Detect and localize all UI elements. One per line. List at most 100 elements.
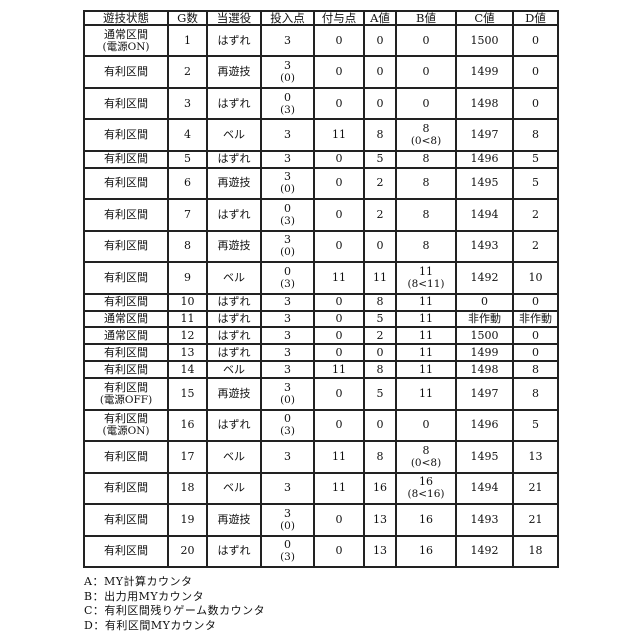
cell-bet_note: (3) xyxy=(262,278,313,290)
cell-pay: 0 xyxy=(314,504,364,535)
legend-b: B：出力用MYカウンタ xyxy=(84,590,265,605)
header-a: A値 xyxy=(364,11,396,25)
cell-bet-value: 0 xyxy=(284,91,291,104)
cell-role-value: 再遊技 xyxy=(218,239,251,252)
cell-b-value: 8 xyxy=(423,176,430,189)
cell-pay-value: 0 xyxy=(336,176,343,189)
cell-d: 0 xyxy=(513,56,558,87)
cell-bet: 0(3) xyxy=(261,262,314,293)
cell-g: 13 xyxy=(168,344,207,361)
cell-pay-value: 0 xyxy=(336,295,343,308)
cell-state: 有利区間 xyxy=(84,441,168,472)
cell-bet-value: 3 xyxy=(284,481,291,494)
cell-pay: 0 xyxy=(314,168,364,199)
cell-d-value: 5 xyxy=(532,176,539,189)
cell-role: 再遊技 xyxy=(207,231,261,262)
cell-b: 8 xyxy=(396,231,456,262)
cell-role: はずれ xyxy=(207,311,261,328)
cell-role-value: はずれ xyxy=(218,295,251,308)
cell-state-value: 有利区間 xyxy=(104,346,148,359)
cell-g-value: 10 xyxy=(181,295,195,308)
cell-bet-value: 3 xyxy=(284,329,291,342)
cell-g: 15 xyxy=(168,378,207,409)
cell-b-value: 16 xyxy=(419,544,433,557)
cell-state_note: (電源ON) xyxy=(85,425,167,437)
cell-d-value: 0 xyxy=(532,97,539,110)
cell-a: 13 xyxy=(364,536,396,567)
cell-g-value: 17 xyxy=(181,450,195,463)
header-d: D値 xyxy=(513,11,558,25)
cell-d-value: 8 xyxy=(532,128,539,141)
cell-d: 0 xyxy=(513,88,558,119)
cell-g: 17 xyxy=(168,441,207,472)
cell-role-value: ベル xyxy=(223,128,245,141)
cell-c: 1497 xyxy=(456,119,513,150)
cell-d: 2 xyxy=(513,199,558,230)
cell-g-value: 18 xyxy=(181,481,195,494)
cell-a-value: 2 xyxy=(377,176,384,189)
cell-a-value: 0 xyxy=(377,239,384,252)
cell-b-value: 11 xyxy=(419,387,433,400)
header-b: B値 xyxy=(396,11,456,25)
cell-role: 再遊技 xyxy=(207,378,261,409)
cell-role-value: 再遊技 xyxy=(218,387,251,400)
cell-c-value: 1495 xyxy=(471,176,499,189)
cell-b: 16 xyxy=(396,504,456,535)
table-row: 有利区間19再遊技3(0)01316149321 xyxy=(84,504,558,535)
cell-bet: 3 xyxy=(261,151,314,168)
cell-role-value: はずれ xyxy=(218,34,251,47)
cell-bet-value: 3 xyxy=(284,450,291,463)
cell-b: 11 xyxy=(396,294,456,311)
cell-pay: 0 xyxy=(314,88,364,119)
cell-bet: 3(0) xyxy=(261,56,314,87)
cell-role-value: はずれ xyxy=(218,329,251,342)
cell-role: はずれ xyxy=(207,344,261,361)
cell-pay: 0 xyxy=(314,378,364,409)
cell-g-value: 9 xyxy=(184,271,191,284)
cell-bet: 3(0) xyxy=(261,504,314,535)
cell-bet-value: 3 xyxy=(284,363,291,376)
cell-b: 11 xyxy=(396,327,456,344)
cell-b: 11 xyxy=(396,344,456,361)
cell-bet: 0(3) xyxy=(261,536,314,567)
cell-d: 2 xyxy=(513,231,558,262)
cell-state-value: 有利区間 xyxy=(104,450,148,463)
cell-bet-value: 3 xyxy=(284,233,291,246)
cell-role: はずれ xyxy=(207,88,261,119)
cell-pay-value: 11 xyxy=(332,363,346,376)
cell-pay: 11 xyxy=(314,119,364,150)
cell-c-value: 1494 xyxy=(471,208,499,221)
cell-pay: 0 xyxy=(314,536,364,567)
cell-bet: 0(3) xyxy=(261,199,314,230)
cell-a: 0 xyxy=(364,344,396,361)
cell-c: 1495 xyxy=(456,441,513,472)
cell-bet-value: 0 xyxy=(284,412,291,425)
cell-b: 16(8<16) xyxy=(396,473,456,504)
cell-state: 有利区間 xyxy=(84,473,168,504)
cell-state: 有利区間 xyxy=(84,231,168,262)
cell-pay: 0 xyxy=(314,311,364,328)
cell-g: 16 xyxy=(168,410,207,441)
cell-c-value: 1500 xyxy=(471,329,499,342)
cell-b-value: 0 xyxy=(423,34,430,47)
header-c: C値 xyxy=(456,11,513,25)
table-row: 有利区間10はずれ3081100 xyxy=(84,294,558,311)
cell-state: 有利区間 xyxy=(84,119,168,150)
cell-d-value: 10 xyxy=(529,271,543,284)
cell-state-value: 有利区間 xyxy=(104,513,148,526)
cell-bet-value: 3 xyxy=(284,346,291,359)
cell-g-value: 14 xyxy=(181,363,195,376)
cell-b: 0 xyxy=(396,88,456,119)
cell-c-value: 1493 xyxy=(471,513,499,526)
cell-c-value: 1500 xyxy=(471,34,499,47)
cell-d: 0 xyxy=(513,294,558,311)
cell-pay-value: 0 xyxy=(336,208,343,221)
cell-c-value: 1492 xyxy=(471,544,499,557)
cell-a-value: 8 xyxy=(377,295,384,308)
cell-role-value: 再遊技 xyxy=(218,513,251,526)
cell-state: 有利区間 xyxy=(84,199,168,230)
cell-role-value: はずれ xyxy=(218,208,251,221)
cell-pay: 0 xyxy=(314,231,364,262)
cell-b: 8 xyxy=(396,168,456,199)
cell-d: 0 xyxy=(513,344,558,361)
